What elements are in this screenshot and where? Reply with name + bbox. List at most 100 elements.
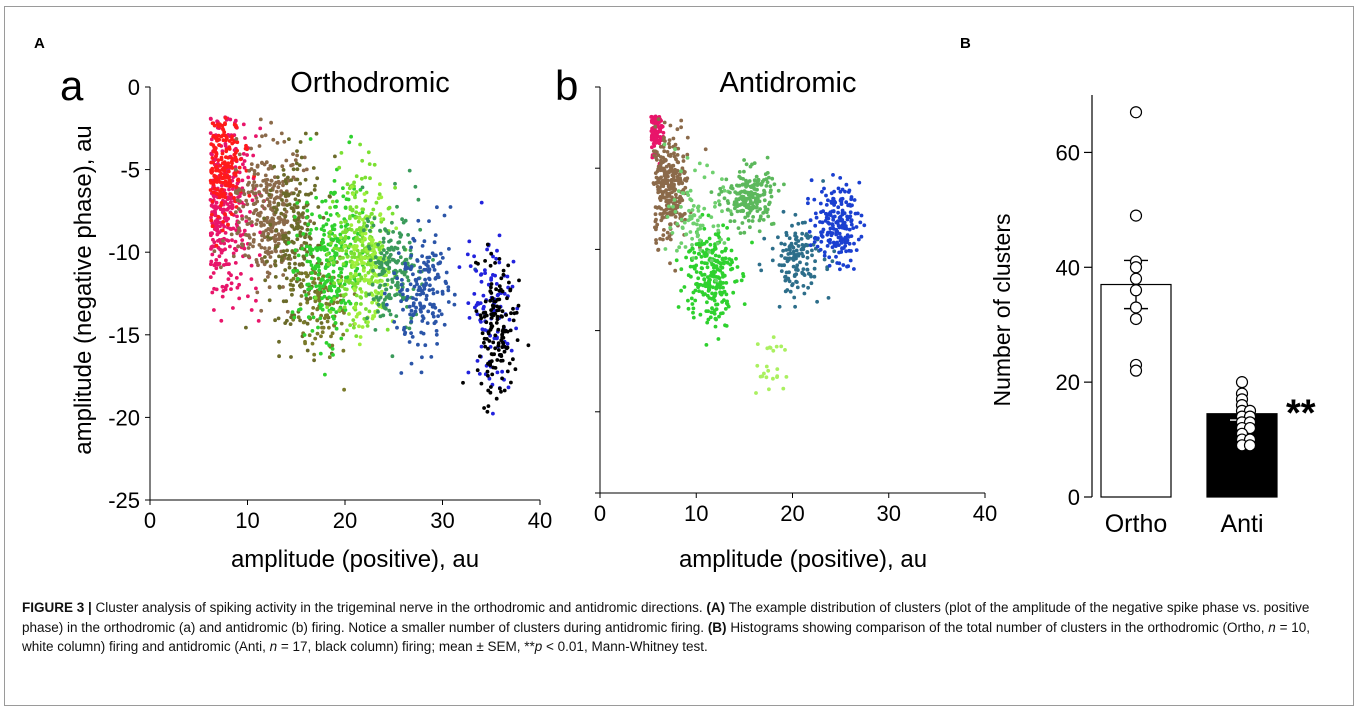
scatter-point — [505, 345, 510, 350]
scatter-point — [686, 298, 690, 303]
scatter-point — [263, 255, 267, 259]
scatter-point — [287, 230, 291, 235]
scatter-point — [672, 151, 676, 156]
scatter-point — [762, 188, 766, 193]
scatter-point — [771, 348, 776, 353]
scatter-point — [728, 190, 732, 195]
scatter-point — [287, 137, 291, 142]
scatter-point — [690, 243, 694, 247]
scatter-point — [214, 243, 219, 248]
scatter-point — [354, 293, 359, 298]
scatter-point — [277, 236, 281, 241]
scatter-point — [263, 133, 268, 138]
scatter-point — [784, 230, 789, 235]
scatter-point — [723, 307, 728, 311]
scatter-point — [370, 282, 375, 287]
scatter-point — [301, 205, 306, 210]
scatter-point — [361, 217, 365, 222]
scatter-point — [689, 296, 694, 301]
scatter-point — [767, 387, 771, 392]
scatter-point — [222, 191, 227, 196]
scatter-point — [760, 179, 765, 184]
scatter-point — [478, 354, 482, 359]
scatter-point — [410, 335, 415, 339]
scatter-point — [214, 287, 219, 292]
scatter-point — [221, 133, 225, 138]
scatter-point — [491, 365, 496, 370]
scatter-point — [844, 249, 848, 254]
scatter-point — [737, 174, 742, 179]
scatter-point — [806, 196, 810, 201]
caption-text-6: < 0.01, Mann-Whitney test. — [542, 639, 708, 654]
x-axis-label-a: amplitude (positive), au — [231, 546, 479, 573]
scatter-point — [665, 230, 670, 235]
scatter-point — [708, 315, 713, 320]
scatter-point — [409, 245, 413, 250]
scatter-point — [378, 182, 382, 187]
scatter-point — [708, 242, 713, 247]
scatter-point — [508, 288, 513, 293]
scatter-point — [381, 266, 386, 271]
scatter-point — [427, 255, 432, 260]
scatter-point — [691, 256, 696, 260]
scatter-point — [713, 246, 718, 251]
scatter-point — [281, 191, 286, 196]
scatter-point — [304, 293, 308, 298]
scatter-point — [236, 177, 241, 182]
scatter-point — [673, 142, 678, 147]
scatter-point — [710, 306, 714, 311]
scatter-point — [766, 368, 771, 373]
scatter-point — [767, 175, 771, 180]
scatter-point — [828, 213, 833, 217]
scatter-point — [262, 223, 266, 227]
scatter-point — [658, 237, 662, 241]
scatter-point — [263, 187, 268, 192]
scatter-point — [320, 303, 324, 307]
scatter-point — [821, 209, 825, 214]
scatter-point — [365, 224, 369, 228]
scatter-point — [759, 268, 764, 273]
scatter-point — [717, 199, 721, 204]
scatter-point — [339, 278, 343, 283]
scatter-point — [847, 188, 852, 193]
scatter-point — [839, 199, 844, 204]
scatter-point — [255, 290, 260, 295]
scatter-point — [371, 207, 376, 212]
scatter-point — [227, 147, 232, 151]
scatter-point — [815, 244, 820, 249]
scatter-point — [350, 208, 355, 213]
scatter-point — [727, 257, 732, 261]
scatter-point — [804, 233, 808, 238]
scatter-point — [308, 219, 313, 224]
scatter-point — [493, 273, 497, 278]
scatter-point — [347, 140, 352, 145]
scatter-point — [662, 120, 667, 125]
scatter-point — [670, 177, 674, 182]
scatter-point — [399, 371, 404, 375]
scatter-point — [407, 240, 412, 245]
scatter-point — [771, 376, 775, 381]
scatter-point — [737, 191, 742, 196]
scatter-point — [340, 284, 344, 289]
scatter-point — [784, 248, 789, 252]
scatter-point — [345, 328, 349, 333]
scatter-point — [422, 239, 427, 244]
scatter-point — [679, 125, 683, 130]
scatter-point — [507, 317, 512, 322]
scatter-point — [290, 206, 295, 211]
scatter-point — [304, 296, 309, 301]
scatter-point — [372, 162, 377, 167]
scatter-point — [330, 256, 335, 261]
scatter-point — [404, 298, 409, 302]
scatter-point — [343, 219, 347, 224]
scatter-point — [681, 191, 686, 196]
scatter-point — [697, 289, 701, 293]
scatter-point — [411, 272, 415, 277]
scatter-point — [354, 210, 359, 215]
scatter-point — [793, 212, 798, 217]
scatter-point — [712, 298, 717, 303]
scatter-point — [395, 204, 399, 209]
scatter-point — [283, 214, 288, 219]
scatter-point — [329, 241, 333, 246]
